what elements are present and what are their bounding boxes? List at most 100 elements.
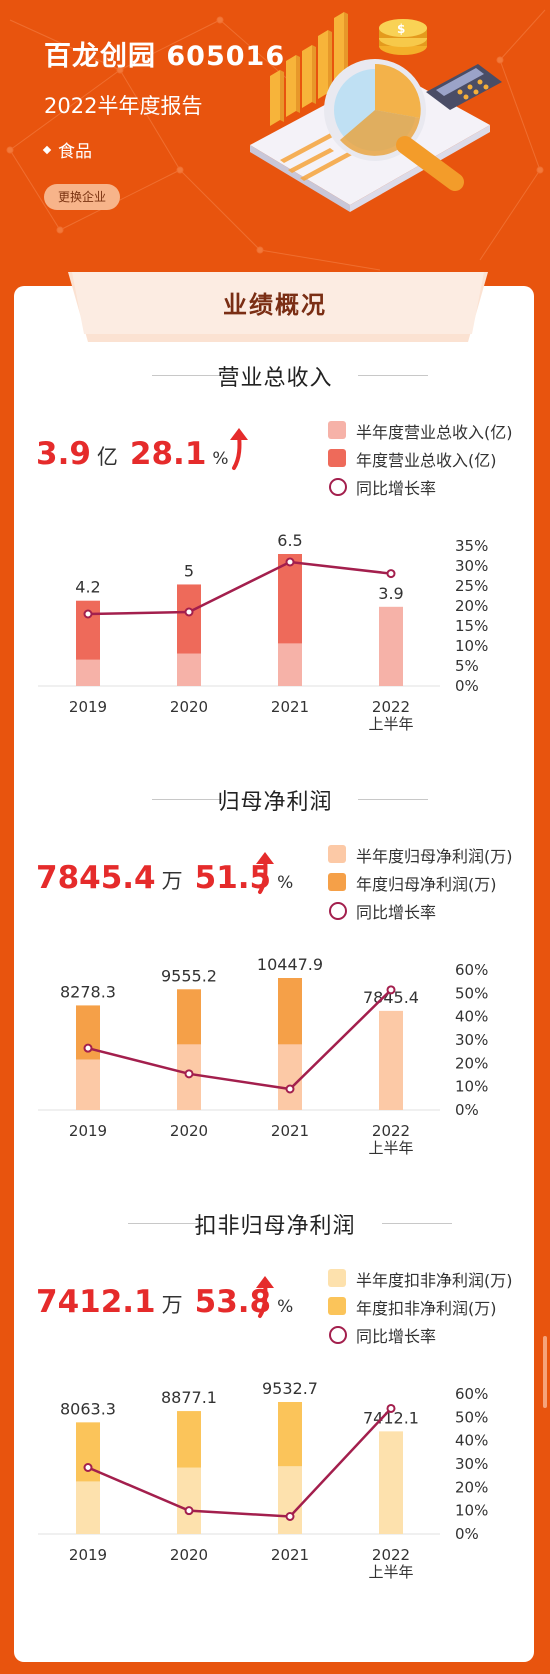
x-tick-label: 2020	[170, 698, 208, 716]
growth-point	[184, 607, 194, 617]
half-year-bar	[76, 659, 100, 686]
y2-tick-label: 40%	[455, 1432, 488, 1450]
half-year-bar	[379, 1431, 403, 1534]
up-arrow-icon	[230, 428, 248, 470]
legend-circle-icon	[329, 902, 347, 920]
network-pattern	[6, 9, 546, 271]
kpi-value: 7412.1	[36, 1284, 156, 1320]
y2-tick-label: 60%	[455, 1385, 488, 1403]
growth-point	[386, 1403, 396, 1413]
x-tick-label: 2022	[372, 698, 410, 716]
legend-label: 半年度营业总收入(亿)	[356, 423, 513, 442]
growth-line	[87, 988, 392, 1091]
legend-label: 同比增长率	[356, 903, 437, 922]
diamond-icon	[42, 145, 52, 155]
bar-value-label: 6.5	[277, 531, 302, 550]
kpi-growth-unit: %	[277, 1297, 294, 1317]
x-tick-label: 上半年	[368, 1563, 413, 1581]
y2-tick-label: 25%	[455, 577, 488, 595]
y2-tick-label: 50%	[455, 984, 488, 1002]
legend-circle-icon	[329, 1326, 347, 1344]
legend-swatch	[328, 873, 346, 891]
kpi-summary: 3.9 亿 28.1%	[36, 436, 229, 472]
deducted-profit-section: 扣非归母净利润 7412.1 万 53.8% 半年度扣非净利润(万) 年度扣非净利润…	[0, 1208, 550, 1628]
change-company-button[interactable]: 更换企业	[44, 184, 120, 210]
legend-swatch	[328, 1269, 346, 1287]
section-title: 营业总收入	[217, 366, 333, 391]
up-arrow-icon	[256, 1276, 274, 1318]
legend-label: 年度扣非净利润(万)	[356, 1299, 497, 1318]
legend-label: 半年度归母净利润(万)	[356, 847, 513, 866]
svg-text:$: $	[397, 22, 405, 36]
growth-point	[83, 1463, 93, 1472]
half-year-bar	[278, 1466, 302, 1534]
half-year-bar	[278, 1044, 302, 1110]
legend-label: 年度归母净利润(万)	[356, 875, 497, 894]
y2-tick-label: 10%	[455, 1502, 488, 1520]
bar-value-label: 8877.1	[161, 1388, 217, 1407]
growth-line	[87, 560, 392, 616]
y2-tick-label: 30%	[455, 1455, 488, 1473]
section-tab-title: 业绩概况	[223, 291, 327, 319]
kpi-value: 3.9	[36, 436, 91, 472]
net-profit-section: 归母净利润 7845.4 万 51.5% 半年度归母净利润(万) 年度归母净利润(万…	[0, 784, 550, 1204]
kpi-unit: 亿	[96, 445, 118, 469]
y2-tick-label: 15%	[455, 617, 488, 635]
y2-tick-label: 20%	[455, 1478, 488, 1496]
y2-tick-label: 60%	[455, 961, 488, 979]
kpi-growth: 28.1	[129, 436, 207, 472]
title-divider-left	[152, 799, 222, 800]
x-tick-label: 2022	[372, 1546, 410, 1564]
x-tick-label: 2021	[271, 698, 309, 716]
y2-tick-label: 10%	[455, 1078, 488, 1096]
kpi-unit: 万	[161, 1293, 183, 1317]
x-tick-label: 上半年	[368, 1139, 413, 1157]
half-year-bar	[177, 1467, 201, 1534]
y2-tick-label: 5%	[455, 657, 479, 675]
up-arrow-icon	[256, 852, 274, 894]
bar-value-label: 5	[184, 561, 194, 580]
y2-tick-label: 35%	[455, 537, 488, 555]
y2-tick-label: 50%	[455, 1408, 488, 1426]
section-title: 归母净利润	[217, 790, 333, 815]
legend-swatch	[328, 845, 346, 863]
y2-tick-label: 20%	[455, 1054, 488, 1072]
scrollbar[interactable]	[543, 1336, 547, 1408]
half-year-bar	[379, 1010, 403, 1110]
x-tick-label: 上半年	[368, 715, 413, 733]
x-tick-label: 2019	[69, 1122, 107, 1140]
growth-point	[184, 1506, 194, 1516]
x-tick-label: 2022	[372, 1122, 410, 1140]
kpi-summary: 7845.4 万 51.5%	[36, 860, 293, 896]
kpi-growth-unit: %	[277, 873, 294, 893]
bar-value-label: 8063.3	[60, 1399, 116, 1418]
performance-card	[14, 286, 534, 1662]
legend-swatch	[328, 421, 346, 439]
kpi-growth-unit: %	[212, 449, 229, 469]
x-tick-label: 2020	[170, 1546, 208, 1564]
title-divider-right	[382, 1223, 452, 1224]
x-tick-label: 2021	[271, 1122, 309, 1140]
x-tick-label: 2019	[69, 1546, 107, 1564]
title-divider-left	[128, 1223, 198, 1224]
y2-tick-label: 0%	[455, 1101, 479, 1119]
y2-tick-label: 20%	[455, 597, 488, 615]
deducted-profit-chart: 8063.320198877.120209532.720217412.12022…	[38, 1379, 488, 1581]
growth-point	[386, 985, 396, 995]
kpi-unit: 万	[161, 869, 183, 893]
legend-label: 年度营业总收入(亿)	[356, 451, 497, 470]
bar-value-label: 3.9	[378, 584, 403, 603]
bar-value-label: 4.2	[75, 578, 100, 597]
finance-report-illustration-icon: $	[250, 12, 502, 212]
y2-tick-label: 0%	[455, 677, 479, 695]
growth-line	[87, 1407, 392, 1518]
growth-point	[83, 1043, 93, 1053]
revenue-section: 营业总收入 3.9 亿 28.1% 半年度营业总收入(亿) 年度营业总收入(亿) 同…	[0, 360, 550, 780]
title-divider-left	[152, 375, 222, 376]
report-period: 2022半年度报告	[44, 94, 203, 118]
industry-label: 食品	[42, 137, 92, 162]
legend-swatch	[328, 449, 346, 467]
y2-tick-label: 10%	[455, 637, 488, 655]
report-header: 百龙创园 605016 2022半年度报告 食品 更换企业 $	[0, 0, 550, 290]
kpi-value: 7845.4	[36, 860, 156, 896]
